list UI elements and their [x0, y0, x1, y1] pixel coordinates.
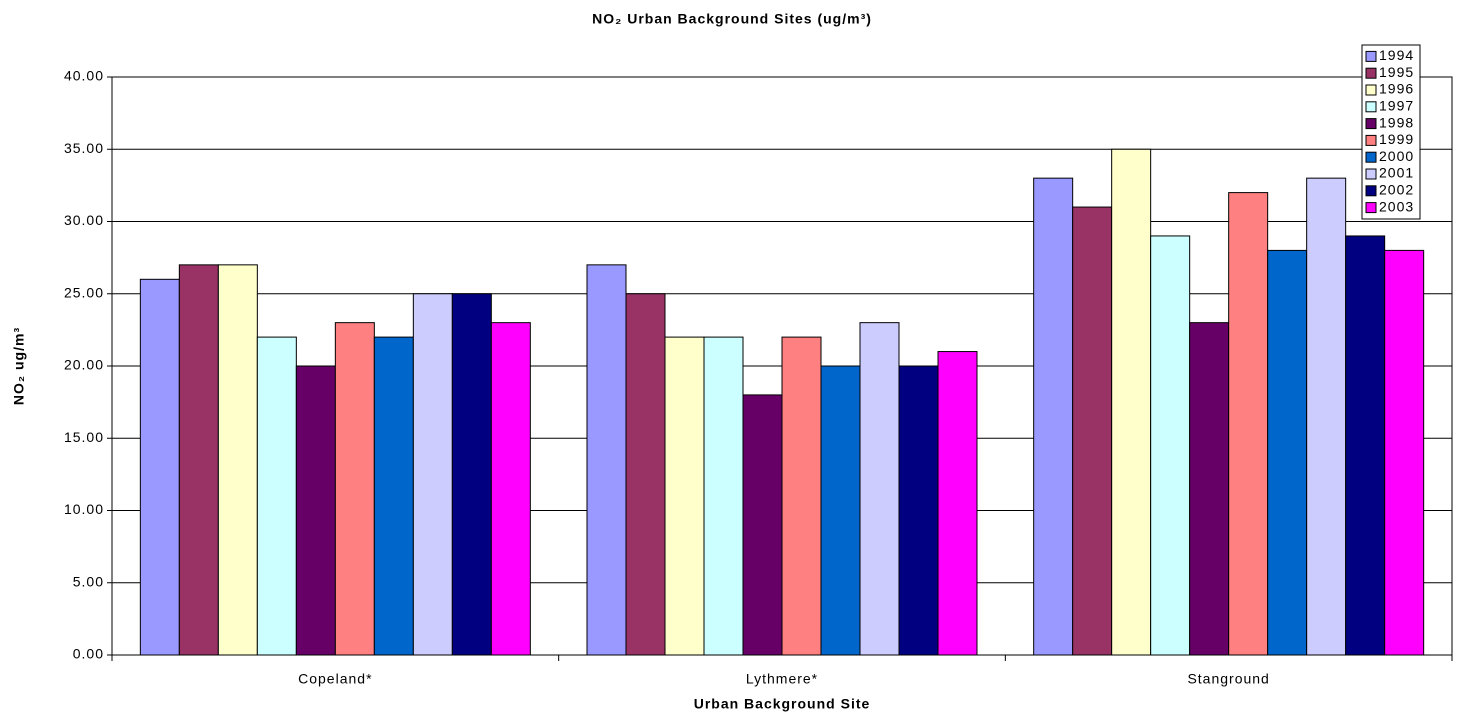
chart-title: NO₂ Urban Background Sites (ug/m³) [592, 11, 872, 27]
legend-swatch [1365, 50, 1377, 62]
legend-label: 1994 [1379, 47, 1414, 63]
legend-label: 2001 [1379, 165, 1414, 181]
bar [256, 336, 297, 656]
y-tick-label: 40.00 [64, 68, 104, 84]
bar [703, 336, 744, 656]
legend-swatch [1365, 67, 1377, 79]
y-axis-title: NO₂ ug/m³ [11, 327, 27, 405]
legend-label: 2003 [1379, 198, 1414, 214]
legend-swatch [1365, 101, 1377, 113]
bar [217, 264, 258, 656]
bar [412, 293, 453, 656]
bar [1228, 192, 1269, 656]
legend-swatch [1365, 202, 1377, 214]
bar [859, 322, 900, 656]
bar [625, 293, 666, 656]
x-tick-label: Lythmere* [746, 671, 818, 687]
bar [178, 264, 219, 656]
bar [1033, 177, 1074, 656]
legend-swatch [1365, 185, 1377, 197]
x-axis-title: Urban Background Site [694, 696, 871, 712]
bar [1189, 322, 1230, 656]
bar [451, 293, 492, 656]
legend-label: 1999 [1379, 131, 1414, 147]
legend-label: 1995 [1379, 64, 1414, 80]
bar [664, 336, 705, 656]
legend-label: 1996 [1379, 81, 1414, 97]
bar [1306, 177, 1347, 656]
bar [586, 264, 627, 656]
bar [373, 336, 414, 656]
bar [490, 322, 531, 656]
bar [937, 351, 978, 656]
legend-label: 1998 [1379, 114, 1414, 130]
legend-swatch [1365, 118, 1377, 130]
legend-swatch [1365, 134, 1377, 146]
bar [820, 365, 861, 656]
y-tick-label: 25.00 [64, 284, 104, 300]
y-tick-label: 30.00 [64, 212, 104, 228]
bar [898, 365, 939, 656]
bar [1111, 148, 1152, 656]
bar [1072, 206, 1113, 656]
y-tick-label: 15.00 [64, 429, 104, 445]
legend-swatch [1365, 84, 1377, 96]
bar [139, 278, 180, 656]
y-tick-label: 5.00 [73, 573, 104, 589]
bar [1384, 249, 1425, 656]
bar [295, 365, 336, 656]
legend-label: 2000 [1379, 148, 1414, 164]
bar [742, 394, 783, 656]
bar [1345, 235, 1386, 656]
y-tick-label: 10.00 [64, 501, 104, 517]
y-tick-label: 0.00 [73, 646, 104, 662]
y-tick-label: 35.00 [64, 140, 104, 156]
legend-label: 1997 [1379, 98, 1414, 114]
bar [1150, 235, 1191, 656]
legend-swatch [1365, 151, 1377, 163]
bar [1267, 249, 1308, 656]
x-tick-label: Stanground [1187, 671, 1269, 687]
legend-swatch [1365, 168, 1377, 180]
x-tick-label: Copeland* [298, 671, 372, 687]
y-tick-label: 20.00 [64, 357, 104, 373]
legend-label: 2002 [1379, 182, 1414, 198]
bar [781, 336, 822, 656]
bar [334, 322, 375, 656]
